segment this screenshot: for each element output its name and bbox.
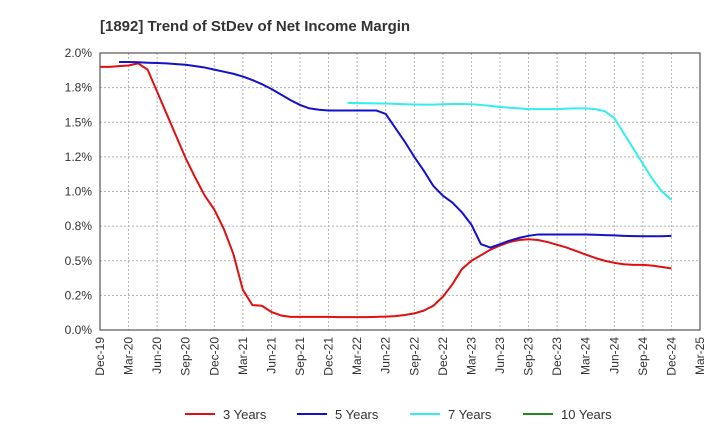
x-axis: Dec-19 Mar-20 Jun-20 Sep-20 Dec-20 Mar-21 Jun-… bbox=[93, 337, 707, 376]
legend-item: 10 Years bbox=[523, 407, 612, 422]
x-tick-label: Sep-20 bbox=[179, 337, 193, 376]
y-tick-label: 1.8% bbox=[65, 81, 93, 95]
x-tick-label: Dec-20 bbox=[207, 337, 221, 376]
plot-area-frame bbox=[99, 52, 701, 331]
x-tick-label: Jun-24 bbox=[607, 337, 621, 374]
y-tick-label: 0.0% bbox=[65, 323, 93, 337]
legend-label: 3 Years bbox=[223, 407, 267, 422]
y-tick-label: 1.2% bbox=[65, 150, 93, 164]
x-tick-label: Dec-21 bbox=[322, 337, 336, 376]
x-tick-label: Mar-21 bbox=[236, 337, 250, 375]
y-tick-label: 1.5% bbox=[65, 115, 93, 129]
x-tick-label: Dec-22 bbox=[436, 337, 450, 376]
grid-lines bbox=[100, 53, 700, 330]
legend-label: 7 Years bbox=[448, 407, 492, 422]
x-tick-label: Dec-24 bbox=[664, 337, 678, 376]
y-tick-label: 0.5% bbox=[65, 254, 93, 268]
x-tick-label: Jun-21 bbox=[264, 337, 278, 374]
x-tick-label: Jun-23 bbox=[493, 337, 507, 374]
y-tick-label: 0.8% bbox=[65, 219, 93, 233]
legend-label: 10 Years bbox=[561, 407, 612, 422]
x-tick-label: Mar-23 bbox=[464, 337, 478, 375]
x-tick-label: Sep-24 bbox=[636, 337, 650, 376]
x-tick-label: Mar-20 bbox=[122, 337, 136, 375]
series-lines bbox=[100, 61, 673, 319]
y-axis: 0.0% 0.2% 0.5% 0.8% 1.0% 1.2% 1.5% 1.8% 2.0% bbox=[65, 46, 93, 337]
series-line-5-years bbox=[119, 61, 672, 249]
chart-title: [1892] Trend of StDev of Net Income Marg… bbox=[100, 18, 410, 35]
y-tick-label: 0.2% bbox=[65, 288, 93, 302]
x-tick-label: Dec-19 bbox=[93, 337, 107, 376]
x-tick-label: Jun-22 bbox=[379, 337, 393, 374]
legend-label: 5 Years bbox=[335, 407, 379, 422]
x-tick-label: Mar-25 bbox=[693, 337, 707, 375]
legend: 3 Years 5 Years 7 Years 10 Years bbox=[185, 407, 612, 422]
x-tick-label: Dec-23 bbox=[550, 337, 564, 376]
x-tick-label: Sep-21 bbox=[293, 337, 307, 376]
x-tick-label: Sep-22 bbox=[407, 337, 421, 376]
y-tick-label: 2.0% bbox=[65, 46, 93, 60]
series-line-3-years bbox=[100, 62, 672, 319]
x-tick-label: Mar-24 bbox=[579, 337, 593, 375]
legend-item: 3 Years bbox=[185, 407, 267, 422]
series-line-7-years bbox=[347, 101, 673, 201]
x-tick-label: Sep-23 bbox=[522, 337, 536, 376]
x-tick-label: Mar-22 bbox=[350, 337, 364, 375]
legend-item: 7 Years bbox=[410, 407, 492, 422]
legend-item: 5 Years bbox=[297, 407, 379, 422]
x-tick-label: Jun-20 bbox=[150, 337, 164, 374]
y-tick-label: 1.0% bbox=[65, 185, 93, 199]
